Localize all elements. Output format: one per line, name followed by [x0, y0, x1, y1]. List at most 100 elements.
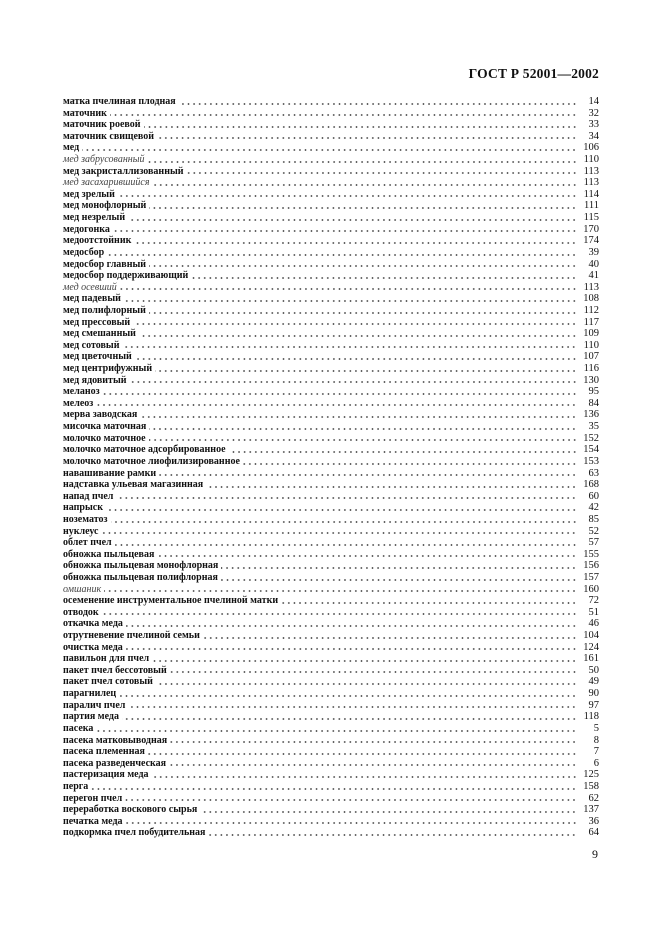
index-page-number: 152 — [583, 432, 599, 444]
index-term: пакет пчел бессотовый — [63, 664, 167, 676]
index-entry: печатка меда 36 — [63, 816, 599, 828]
index-page-number: 39 — [588, 246, 600, 258]
index-term: нозематоз — [63, 513, 108, 525]
index-entry: паралич пчел 97 — [63, 700, 599, 712]
index-page-number: 112 — [583, 304, 599, 316]
document-header: ГОСТ Р 52001—2002 — [468, 66, 599, 81]
index-term: паралич пчел — [63, 699, 126, 711]
index-term: отводок — [63, 606, 99, 618]
index-page-number: 124 — [583, 641, 599, 653]
dot-leader — [109, 114, 577, 117]
index-entry: осеменение инструментальное пчелиной мат… — [63, 595, 599, 607]
index-term: мед незрелый — [63, 212, 126, 224]
index-term: матка пчелиная плодная — [63, 96, 176, 107]
index-page-number: 160 — [583, 583, 599, 595]
index-page-number: 116 — [583, 363, 599, 375]
dot-leader — [149, 265, 577, 268]
dot-leader — [220, 578, 577, 581]
index-term: меланоз — [63, 386, 100, 398]
index-term: откачка меда — [63, 618, 123, 630]
index-term: напрыск — [63, 502, 103, 514]
index-entry: мед смешанный 109 — [63, 328, 599, 340]
page-number: 9 — [592, 847, 598, 861]
index-page-number: 137 — [583, 804, 599, 816]
index-term: маточник — [63, 107, 107, 119]
index-term: мед сотовый — [63, 339, 120, 351]
index-entry: мед забрусованный 110 — [63, 154, 599, 166]
index-entry: парагнилец 90 — [63, 688, 599, 700]
index-term: мед зрелый — [63, 188, 115, 200]
dot-leader — [129, 381, 577, 384]
index-page-number: 168 — [583, 479, 599, 491]
dot-leader — [169, 671, 577, 674]
dot-leader — [208, 834, 577, 836]
index-page-number: 115 — [583, 212, 599, 224]
index-term: обножка пыльцевая — [63, 548, 155, 560]
index-term: пасека — [63, 722, 94, 734]
index-page-number: 109 — [583, 328, 599, 340]
index-entry: медогонка 170 — [63, 224, 599, 236]
dot-leader — [125, 799, 577, 802]
index-term: мед центрифужный — [63, 363, 153, 375]
dot-leader — [112, 230, 577, 233]
index-page-number: 52 — [588, 525, 600, 537]
index-term: мед падевый — [63, 293, 121, 305]
dot-leader — [228, 450, 577, 453]
index-term: мисочка маточная — [63, 421, 147, 433]
index-entry: мед цветочный 107 — [63, 351, 599, 363]
dot-leader — [133, 323, 577, 326]
index-entry: маточник роевой 33 — [63, 119, 599, 131]
index-entry: мед 106 — [63, 142, 599, 154]
index-term: молочко маточное — [63, 432, 146, 444]
dot-leader — [147, 752, 577, 755]
index-term: мед монофлорный — [63, 200, 147, 212]
index-entry: пасека 5 — [63, 723, 599, 735]
index-entry: мед прессовый 117 — [63, 317, 599, 329]
index-page-number: 8 — [593, 734, 599, 746]
index-page-number: 117 — [583, 316, 599, 328]
dot-leader — [128, 706, 577, 709]
index-page-number: 95 — [588, 386, 600, 398]
index-term: молочко маточное лиофилизированное — [63, 455, 240, 467]
index-term: пасека матковыводная — [63, 734, 168, 746]
index-page-number: 84 — [588, 397, 600, 409]
index-term: медосбор поддерживающий — [63, 270, 189, 282]
dot-leader — [186, 172, 577, 175]
index-page-number: 5 — [593, 722, 599, 734]
index-entry: мед падевый 108 — [63, 293, 599, 305]
dot-leader — [134, 241, 577, 244]
index-entry: омшаник 160 — [63, 584, 599, 596]
index-term: медоотстойник — [63, 235, 132, 247]
index-page-number: 104 — [583, 630, 599, 642]
index-page-number: 158 — [583, 780, 599, 792]
index-page-number: 170 — [583, 223, 599, 235]
index-page-number: 14 — [588, 96, 600, 107]
index-entry: очистка меда 124 — [63, 642, 599, 654]
index-page-number: 60 — [588, 490, 600, 502]
index-entry: напрыск 42 — [63, 502, 599, 514]
index-page-number: 85 — [588, 513, 600, 525]
index-term: осеменение инструментальное пчелиной мат… — [63, 595, 279, 607]
index-term: пасека разведенческая — [63, 757, 167, 769]
index-term: пасека племенная — [63, 746, 145, 758]
dot-leader — [149, 207, 577, 210]
dot-leader — [117, 195, 577, 198]
index-term: маточник роевой — [63, 119, 141, 131]
index-page-number: 32 — [588, 107, 600, 119]
index-page-number: 118 — [583, 711, 599, 723]
index-page-number: 108 — [583, 293, 599, 305]
index-entry: переработка воскового сырья 137 — [63, 804, 599, 816]
index-term: мед цветочный — [63, 351, 132, 363]
index-entry: мед монофлорный 111 — [63, 200, 599, 212]
dot-leader — [96, 404, 577, 407]
index-page-number: 72 — [588, 595, 600, 607]
index-page-number: 64 — [588, 827, 600, 839]
index-term: мед засахарившийся — [63, 177, 150, 189]
dot-leader — [155, 369, 577, 372]
index-term: очистка меда — [63, 641, 123, 653]
dot-leader — [152, 183, 577, 186]
index-entry: мед засахарившийся 113 — [63, 177, 599, 189]
index-entry: мисочка маточная 35 — [63, 421, 599, 433]
index-term: пакет пчел сотовый — [63, 676, 153, 688]
index-entry: нозематоз 85 — [63, 514, 599, 526]
